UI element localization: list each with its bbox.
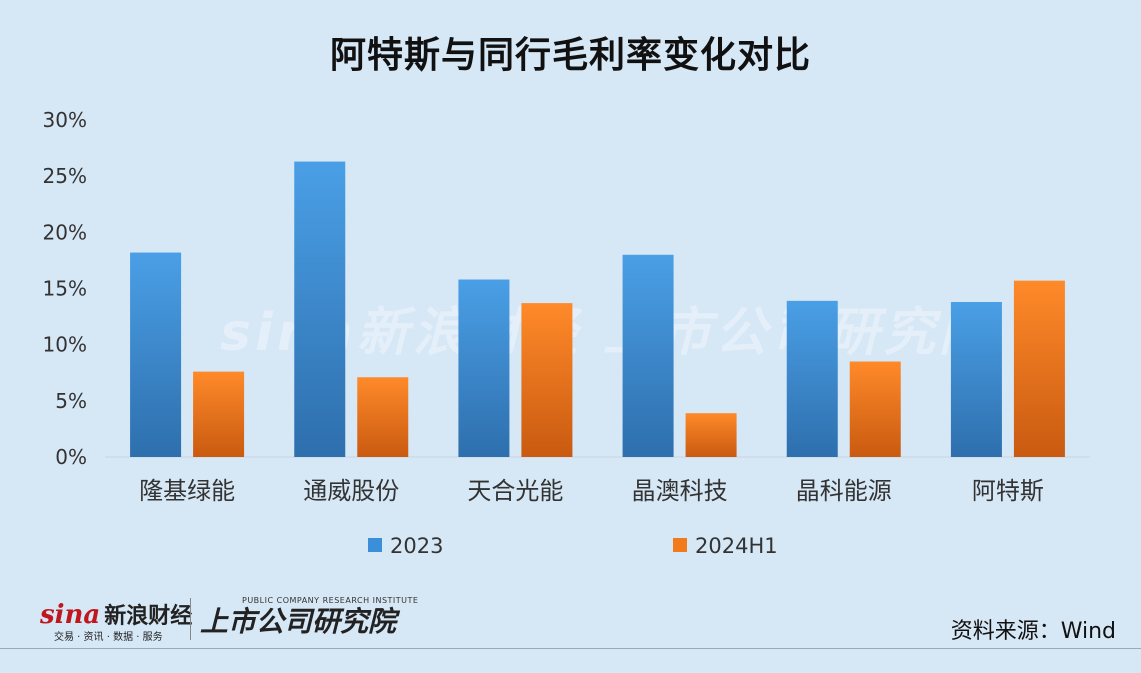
sina-logo: sina 新浪财经 交易 · 资讯 · 数据 · 服务	[40, 598, 193, 643]
source-note: 资料来源：Wind	[950, 619, 1116, 644]
bar-2023-阿特斯	[950, 301, 1002, 457]
legend: 2023 2024H1	[368, 534, 778, 558]
sina-subtitle: 交易 · 资讯 · 数据 · 服务	[54, 632, 163, 643]
bar-2024H1-阿特斯	[1013, 280, 1065, 457]
y-tick-label: 5%	[55, 389, 87, 413]
bars-group	[130, 161, 1065, 457]
bar-2023-通威股份	[294, 161, 346, 457]
bar-2024H1-晶科能源	[849, 361, 901, 457]
y-tick-label: 10%	[43, 333, 87, 357]
logo-divider	[190, 598, 191, 640]
y-tick-label: 15%	[43, 277, 87, 301]
y-tick-label: 30%	[43, 108, 87, 132]
footer-divider	[0, 648, 1141, 649]
y-tick-label: 20%	[43, 220, 87, 244]
watermark: sina新浪财经 上市公司研究院	[220, 303, 995, 363]
y-axis: 0% 5% 10% 15% 20% 25% 30%	[43, 108, 87, 469]
sina-brand-cn: 新浪财经	[104, 604, 193, 629]
bar-2024H1-通威股份	[357, 377, 409, 457]
x-axis-categories: 隆基绿能 通威股份 天合光能 晶澳科技 晶科能源 阿特斯	[139, 477, 1044, 505]
institute-cn: 上市公司研究院	[200, 605, 397, 638]
legend-label: 2024H1	[695, 534, 778, 558]
bar-2024H1-晶澳科技	[685, 413, 737, 457]
legend-swatch-2023	[368, 538, 382, 552]
institute-logo: PUBLIC COMPANY RESEARCH INSTITUTE 上市公司研究…	[200, 596, 418, 640]
bar-2023-隆基绿能	[130, 252, 182, 457]
legend-label: 2023	[390, 534, 443, 558]
legend-swatch-2024H1	[673, 538, 687, 552]
x-category-label: 晶澳科技	[632, 477, 728, 505]
x-category-label: 天合光能	[467, 477, 563, 505]
bar-2023-天合光能	[458, 279, 510, 457]
institute-en: PUBLIC COMPANY RESEARCH INSTITUTE	[242, 596, 419, 605]
x-category-label: 隆基绿能	[139, 477, 235, 505]
y-tick-label: 0%	[55, 445, 87, 469]
y-tick-label: 25%	[43, 164, 87, 188]
bar-2023-晶科能源	[786, 300, 838, 457]
bar-2024H1-隆基绿能	[193, 371, 245, 457]
bar-2024H1-天合光能	[521, 303, 573, 457]
x-category-label: 通威股份	[303, 477, 399, 505]
chart-title: 阿特斯与同行毛利率变化对比	[329, 35, 811, 76]
sina-brand: sina	[40, 600, 101, 630]
bar-chart: 0% 5% 10% 15% 20% 25% 30% 隆基绿能 通威股份 天合光能 晶澳科技 晶科能源…	[43, 108, 1090, 558]
bar-2023-晶澳科技	[622, 254, 674, 457]
x-category-label: 阿特斯	[972, 477, 1044, 505]
x-category-label: 晶科能源	[796, 477, 892, 505]
